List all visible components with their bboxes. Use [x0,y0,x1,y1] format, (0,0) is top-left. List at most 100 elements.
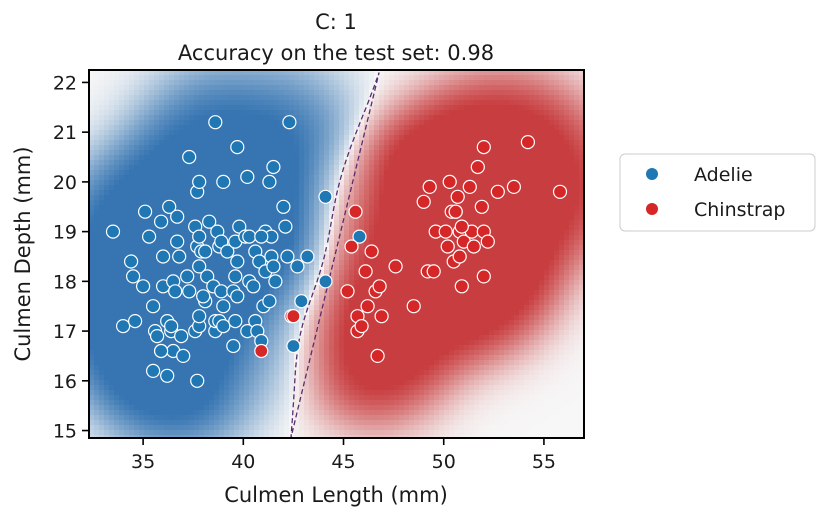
heatmap-cell [294,175,300,181]
heatmap-cell [414,75,420,81]
heatmap-cell [174,310,180,316]
heatmap-cell [209,255,215,261]
heatmap-cell [239,105,245,111]
heatmap-cell [444,145,450,151]
heatmap-cell [159,310,165,316]
heatmap-cell [509,250,515,256]
heatmap-cell [334,180,340,186]
heatmap-cell [179,230,185,236]
heatmap-cell [99,160,105,166]
heatmap-cell [349,90,355,96]
heatmap-cell [204,205,210,211]
heatmap-cell [154,150,160,156]
heatmap-cell [124,140,130,146]
heatmap-cell [469,105,475,111]
heatmap-cell [434,140,440,146]
heatmap-cell [294,255,300,261]
heatmap-cell [244,295,250,301]
heatmap-cell [149,245,155,251]
heatmap-cell [229,180,235,186]
heatmap-cell [294,320,300,326]
heatmap-cell [554,235,560,241]
heatmap-cell [339,315,345,321]
heatmap-cell [534,220,540,226]
heatmap-cell [319,175,325,181]
heatmap-cell [114,295,120,301]
heatmap-cell [274,115,280,121]
heatmap-cell [514,105,520,111]
heatmap-cell [554,165,560,171]
heatmap-cell [264,245,270,251]
heatmap-cell [494,125,500,131]
heatmap-cell [119,225,125,231]
heatmap-cell [169,100,175,106]
heatmap-cell [249,125,255,131]
heatmap-cell [289,150,295,156]
heatmap-cell [574,160,580,166]
heatmap-cell [564,110,570,116]
heatmap-cell [254,85,260,91]
heatmap-cell [539,110,545,116]
heatmap-cell [169,155,175,161]
heatmap-cell [439,165,445,171]
heatmap-cell [309,315,315,321]
heatmap-cell [274,110,280,116]
heatmap-cell [554,115,560,121]
heatmap-cell [164,270,170,276]
heatmap-cell [549,170,555,176]
heatmap-cell [139,265,145,271]
heatmap-cell [464,85,470,91]
heatmap-cell [549,175,555,181]
heatmap-cell [199,85,205,91]
heatmap-cell [459,150,465,156]
heatmap-cell [204,320,210,326]
heatmap-cell [499,115,505,121]
heatmap-cell [329,110,335,116]
heatmap-cell [549,295,555,301]
heatmap-cell [404,145,410,151]
heatmap-cell [469,70,475,76]
heatmap-cell [404,195,410,201]
heatmap-cell [509,220,515,226]
heatmap-cell [184,185,190,191]
heatmap-cell [324,155,330,161]
heatmap-cell [504,100,510,106]
heatmap-cell [539,285,545,291]
heatmap-cell [309,155,315,161]
heatmap-cell [379,295,385,301]
heatmap-cell [539,240,545,246]
heatmap-cell [284,195,290,201]
heatmap-cell [104,260,110,266]
heatmap-cell [454,145,460,151]
heatmap-cell [289,210,295,216]
heatmap-cell [304,165,310,171]
heatmap-cell [99,135,105,141]
heatmap-cell [359,165,365,171]
heatmap-cell [479,315,485,321]
heatmap-cell [449,220,455,226]
heatmap-cell [504,190,510,196]
heatmap-cell [349,270,355,276]
heatmap-cell [284,95,290,101]
heatmap-cell [309,265,315,271]
heatmap-cell [454,165,460,171]
heatmap-cell [194,160,200,166]
heatmap-cell [124,170,130,176]
heatmap-cell [554,90,560,96]
heatmap-cell [529,90,535,96]
heatmap-cell [399,75,405,81]
heatmap-cell [294,95,300,101]
heatmap-cell [574,140,580,146]
heatmap-cell [459,110,465,116]
heatmap-cell [504,180,510,186]
heatmap-cell [529,225,535,231]
heatmap-cell [489,125,495,131]
heatmap-cell [134,250,140,256]
heatmap-cell [269,215,275,221]
heatmap-cell [94,75,100,81]
heatmap-cell [99,190,105,196]
heatmap-cell [224,110,230,116]
heatmap-cell [439,305,445,311]
heatmap-cell [559,135,565,141]
heatmap-cell [399,130,405,136]
